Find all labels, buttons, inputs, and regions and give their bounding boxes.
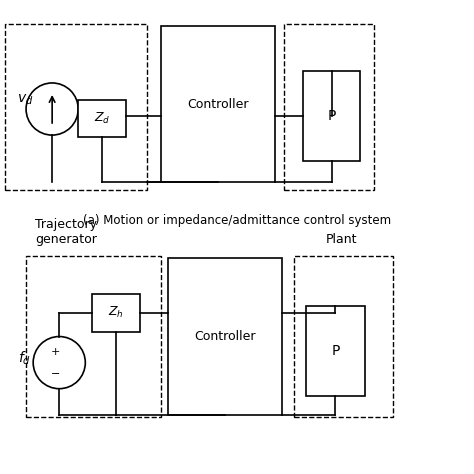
Text: $v_d$: $v_d$ xyxy=(17,92,33,107)
Text: −: − xyxy=(51,368,61,379)
Text: Controller: Controller xyxy=(194,330,256,343)
Text: +: + xyxy=(51,346,61,357)
Text: $Z_d$: $Z_d$ xyxy=(94,111,110,126)
Text: Trajectory
generator: Trajectory generator xyxy=(36,219,97,246)
Text: P: P xyxy=(328,109,336,123)
Text: $f_d$: $f_d$ xyxy=(18,349,31,366)
Bar xyxy=(78,100,126,137)
Text: (a) Motion or impedance/admittance control system: (a) Motion or impedance/admittance contr… xyxy=(83,214,391,227)
Bar xyxy=(306,306,365,396)
Text: Plant: Plant xyxy=(326,234,357,246)
Bar xyxy=(303,71,360,161)
Bar xyxy=(168,258,282,415)
Bar xyxy=(92,294,140,332)
Text: Controller: Controller xyxy=(187,98,249,111)
Text: $Z_h$: $Z_h$ xyxy=(108,305,124,320)
Bar xyxy=(161,26,275,182)
Text: P: P xyxy=(331,344,339,358)
